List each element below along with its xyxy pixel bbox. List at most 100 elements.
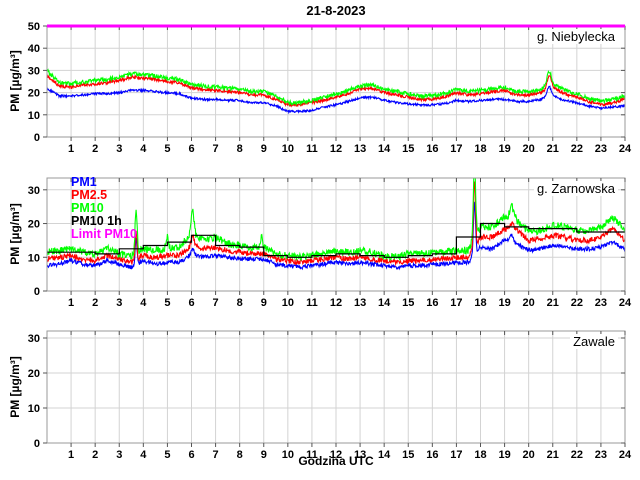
plot-0-axes <box>43 25 626 141</box>
plot-0-x-tick-19: 19 <box>498 143 510 155</box>
station-label-niebylecka: g. Niebylecka <box>533 29 618 44</box>
plot-2-x-tick-4: 4 <box>140 449 147 461</box>
plot-0-x-tick-15: 15 <box>402 143 414 155</box>
plot-2-y-tick-30: 30 <box>28 333 40 345</box>
plot-1: 1 2 3 4 5 6 7 8 9 10 11 12 13 14 15 16 17 18 19 20 21 22 23 240… <box>28 177 632 309</box>
plot-2-x-tick-2: 2 <box>92 449 98 461</box>
plot-0-x-tick-6: 6 <box>188 143 194 155</box>
plot-2-x-tick-6: 6 <box>188 449 194 461</box>
plot-0-x-tick-13: 13 <box>354 143 366 155</box>
plot-1-x-tick-12: 12 <box>330 297 342 309</box>
plot-1-x-tick-3: 3 <box>116 297 122 309</box>
plot-0: 1 2 3 4 5 6 7 8 9 10 11 12 13 14 15 16 17 18 19 20 21 22 23 240… <box>28 21 632 155</box>
plot-0-grid <box>47 26 626 137</box>
plot-2-x-tick-23: 23 <box>595 449 607 461</box>
plot-0-series <box>47 68 625 115</box>
plot-2-x-tick-3: 3 <box>116 449 122 461</box>
plot-1-x-tick-15: 15 <box>402 297 414 309</box>
plot-2-x-tick-18: 18 <box>474 449 486 461</box>
plot-1-x-tick-18: 18 <box>474 297 486 309</box>
plot-2-x-tick-16: 16 <box>426 449 438 461</box>
plot-1-x-tick-4: 4 <box>140 297 147 309</box>
plot-1-x-tick-10: 10 <box>282 297 294 309</box>
plot-2-grid <box>47 331 626 443</box>
plot-0-pm1-line <box>47 85 625 115</box>
plot-2-tick-marks <box>43 331 626 447</box>
plot-2-x-tick-11: 11 <box>306 449 318 461</box>
plot-0-y-tick-40: 40 <box>28 43 40 55</box>
legend-item-pm25: PM2.5 <box>71 188 108 202</box>
plot-0-x-tick-8: 8 <box>237 143 243 155</box>
plot-2-x-tick-14: 14 <box>378 449 391 461</box>
plot-2-x-tick-17: 17 <box>450 449 462 461</box>
plot-1-y-tick-30: 30 <box>28 185 40 197</box>
plot-0-x-tick-3: 3 <box>116 143 122 155</box>
plot-0-x-tick-7: 7 <box>213 143 219 155</box>
plot-0-x-tick-12: 12 <box>330 143 342 155</box>
y-axis-label-zarnowska: PM [µg/m³] <box>8 203 22 265</box>
plot-1-pm1-line <box>47 201 625 271</box>
plot-1-x-tick-5: 5 <box>164 297 170 309</box>
legend-item-pm10-1h: PM10 1h <box>71 214 122 228</box>
plot-1-x-tick-17: 17 <box>450 297 462 309</box>
plot-2-y-tick-20: 20 <box>28 368 40 380</box>
plot-1-x-tick-2: 2 <box>92 297 98 309</box>
plot-0-x-tick-22: 22 <box>571 143 583 155</box>
plot-1-x-tick-11: 11 <box>306 297 318 309</box>
plot-2-x-tick-5: 5 <box>164 449 170 461</box>
plot-0-y-tick-30: 30 <box>28 65 40 77</box>
y-axis-label-zawale: PM [µg/m³] <box>8 356 22 418</box>
plot-1-x-tick-9: 9 <box>261 297 267 309</box>
plot-2: 1 2 3 4 5 6 7 8 9 10 11 12 13 14 15 16 17 18 19 20 21 22 23 240… <box>28 330 632 461</box>
plot-2-x-tick-22: 22 <box>571 449 583 461</box>
plot-0-y-tick-0: 0 <box>34 132 40 144</box>
plot-1-series <box>47 178 625 271</box>
plot-1-x-tick-7: 7 <box>213 297 219 309</box>
plot-2-x-tick-21: 21 <box>547 449 559 461</box>
plot-2-x-tick-13: 13 <box>354 449 366 461</box>
plot-1-y-tick-10: 10 <box>28 252 40 264</box>
plot-0-x-tick-16: 16 <box>426 143 438 155</box>
plot-0-x-tick-23: 23 <box>595 143 607 155</box>
plot-0-x-tick-18: 18 <box>474 143 486 155</box>
plot-1-pm2-5-line <box>47 181 625 267</box>
plot-1-x-tick-8: 8 <box>237 297 243 309</box>
y-axis-label-niebylecka: PM [µg/m³] <box>8 50 22 112</box>
plot-0-tick-marks <box>43 25 626 141</box>
plot-2-x-tick-10: 10 <box>282 449 294 461</box>
legend-item-limit-pm10: Limit PM10 <box>71 227 137 241</box>
plot-1-y-tick-20: 20 <box>28 219 40 231</box>
plot-1-x-tick-1: 1 <box>68 297 74 309</box>
plot-2-x-tick-15: 15 <box>402 449 414 461</box>
plot-2-x-tick-19: 19 <box>498 449 510 461</box>
plot-0-tick-labels: 1 2 3 4 5 6 7 8 9 10 11 12 13 14 15 16 17 18 19 20 21 22 23 240… <box>28 21 632 155</box>
legend-item-pm1: PM1 <box>71 175 97 189</box>
figure-title: 21-8-2023 <box>306 3 366 18</box>
plot-0-x-tick-24: 24 <box>619 143 632 155</box>
plot-2-y-tick-10: 10 <box>28 403 40 415</box>
plot-0-x-tick-20: 20 <box>523 143 535 155</box>
plot-1-tick-labels: 1 2 3 4 5 6 7 8 9 10 11 12 13 14 15 16 17 18 19 20 21 22 23 240… <box>28 185 632 309</box>
plot-1-x-tick-22: 22 <box>571 297 583 309</box>
plot-0-x-tick-2: 2 <box>92 143 98 155</box>
plot-1-y-tick-0: 0 <box>34 286 40 298</box>
plot-2-y-tick-0: 0 <box>34 438 40 450</box>
plot-2-x-tick-7: 7 <box>213 449 219 461</box>
plot-2-x-tick-9: 9 <box>261 449 267 461</box>
plot-0-x-tick-17: 17 <box>450 143 462 155</box>
plot-2-x-tick-12: 12 <box>330 449 342 461</box>
plot-2-x-tick-1: 1 <box>68 449 74 461</box>
plot-0-pm10-line <box>47 68 625 107</box>
plot-0-y-tick-20: 20 <box>28 88 40 100</box>
plot-1-axes <box>43 177 626 295</box>
plot-2-axes <box>43 330 626 447</box>
plot-0-y-tick-10: 10 <box>28 110 40 122</box>
plot-0-x-tick-9: 9 <box>261 143 267 155</box>
plot-0-x-tick-11: 11 <box>306 143 318 155</box>
plot-0-y-tick-50: 50 <box>28 21 40 33</box>
plot-1-x-tick-21: 21 <box>547 297 559 309</box>
plot-2-x-tick-20: 20 <box>523 449 535 461</box>
plot-1-x-tick-24: 24 <box>619 297 632 309</box>
